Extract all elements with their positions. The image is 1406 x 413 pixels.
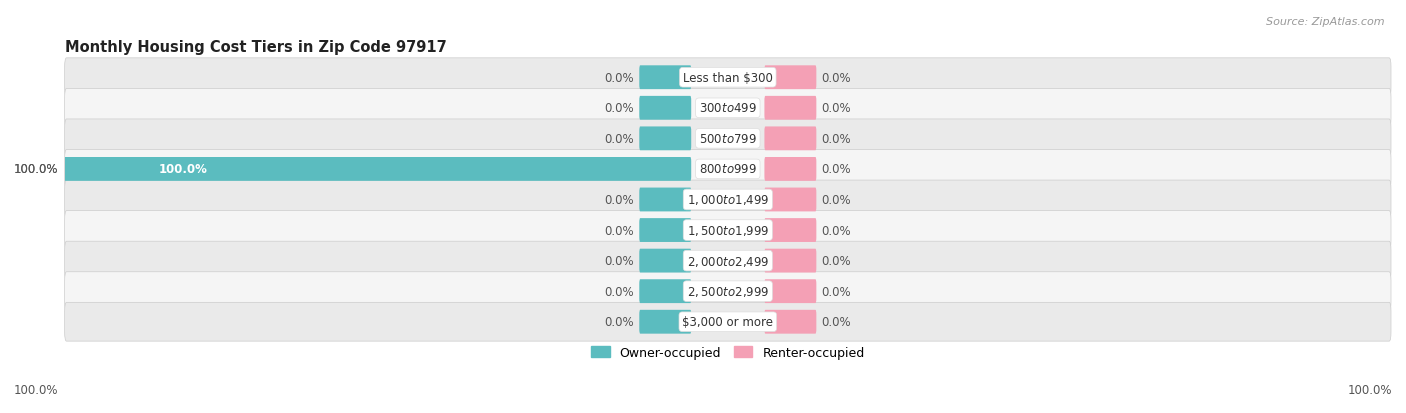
FancyBboxPatch shape	[640, 218, 692, 242]
Text: $2,500 to $2,999: $2,500 to $2,999	[686, 285, 769, 299]
Text: 0.0%: 0.0%	[821, 163, 851, 176]
Text: 100.0%: 100.0%	[1347, 384, 1392, 396]
FancyBboxPatch shape	[640, 188, 692, 212]
Text: 0.0%: 0.0%	[821, 71, 851, 85]
FancyBboxPatch shape	[65, 211, 1391, 250]
FancyBboxPatch shape	[640, 127, 692, 151]
Text: 0.0%: 0.0%	[605, 71, 634, 85]
Legend: Owner-occupied, Renter-occupied: Owner-occupied, Renter-occupied	[586, 341, 870, 364]
FancyBboxPatch shape	[765, 218, 817, 242]
Text: $1,500 to $1,999: $1,500 to $1,999	[686, 223, 769, 237]
Text: 0.0%: 0.0%	[821, 133, 851, 145]
Text: $3,000 or more: $3,000 or more	[682, 316, 773, 328]
FancyBboxPatch shape	[65, 242, 1391, 280]
Text: $500 to $799: $500 to $799	[699, 133, 756, 145]
Text: 100.0%: 100.0%	[159, 163, 207, 176]
Text: 0.0%: 0.0%	[821, 224, 851, 237]
Text: 0.0%: 0.0%	[821, 316, 851, 328]
Text: 100.0%: 100.0%	[14, 163, 59, 176]
Text: 0.0%: 0.0%	[821, 285, 851, 298]
FancyBboxPatch shape	[640, 249, 692, 273]
Text: Source: ZipAtlas.com: Source: ZipAtlas.com	[1267, 17, 1385, 26]
Text: 0.0%: 0.0%	[605, 224, 634, 237]
FancyBboxPatch shape	[765, 280, 817, 304]
Text: 100.0%: 100.0%	[14, 384, 59, 396]
Text: 0.0%: 0.0%	[821, 102, 851, 115]
Text: $300 to $499: $300 to $499	[699, 102, 756, 115]
FancyBboxPatch shape	[65, 180, 1391, 219]
FancyBboxPatch shape	[640, 97, 692, 121]
FancyBboxPatch shape	[65, 272, 1391, 311]
FancyBboxPatch shape	[65, 150, 1391, 189]
FancyBboxPatch shape	[765, 310, 817, 334]
Text: Monthly Housing Cost Tiers in Zip Code 97917: Monthly Housing Cost Tiers in Zip Code 9…	[65, 40, 446, 55]
FancyBboxPatch shape	[765, 158, 817, 181]
FancyBboxPatch shape	[640, 280, 692, 304]
FancyBboxPatch shape	[640, 66, 692, 90]
FancyBboxPatch shape	[63, 158, 692, 181]
FancyBboxPatch shape	[765, 127, 817, 151]
Text: $800 to $999: $800 to $999	[699, 163, 756, 176]
Text: 0.0%: 0.0%	[821, 194, 851, 206]
Text: 0.0%: 0.0%	[605, 285, 634, 298]
Text: 0.0%: 0.0%	[605, 254, 634, 268]
FancyBboxPatch shape	[640, 310, 692, 334]
FancyBboxPatch shape	[765, 66, 817, 90]
FancyBboxPatch shape	[65, 59, 1391, 97]
FancyBboxPatch shape	[65, 89, 1391, 128]
Text: 0.0%: 0.0%	[605, 133, 634, 145]
Text: Less than $300: Less than $300	[683, 71, 773, 85]
FancyBboxPatch shape	[65, 303, 1391, 341]
FancyBboxPatch shape	[65, 120, 1391, 158]
Text: 0.0%: 0.0%	[821, 254, 851, 268]
Text: 0.0%: 0.0%	[605, 102, 634, 115]
FancyBboxPatch shape	[765, 249, 817, 273]
FancyBboxPatch shape	[765, 188, 817, 212]
Text: 100.0%: 100.0%	[14, 163, 59, 176]
Text: 0.0%: 0.0%	[605, 316, 634, 328]
Text: 0.0%: 0.0%	[605, 194, 634, 206]
Text: $1,000 to $1,499: $1,000 to $1,499	[686, 193, 769, 207]
FancyBboxPatch shape	[765, 97, 817, 121]
Text: $2,000 to $2,499: $2,000 to $2,499	[686, 254, 769, 268]
